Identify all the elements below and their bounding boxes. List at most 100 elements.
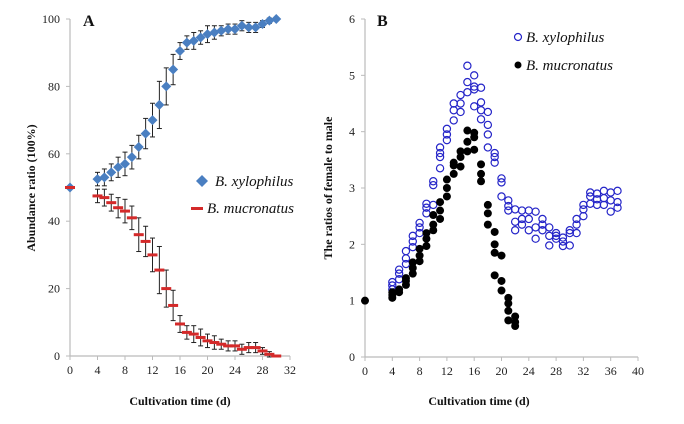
data-point-mucronatus <box>408 263 417 272</box>
data-point-xylophilus <box>510 217 520 226</box>
data-point-xylophilus <box>572 214 581 224</box>
data-point-xylophilus <box>586 192 595 201</box>
data-point-mucronatus <box>120 209 130 213</box>
panel-a-y-tick-label: 20 <box>48 282 60 296</box>
legend-open-circle-icon <box>513 32 523 42</box>
panel-b-x-tick-label: 40 <box>632 364 644 378</box>
data-point-xylophilus <box>524 206 534 215</box>
data-point-mucronatus <box>230 344 240 348</box>
data-point-xylophilus <box>394 265 404 274</box>
data-point-xylophilus <box>257 19 268 30</box>
data-point-xylophilus <box>209 27 220 38</box>
data-point-mucronatus <box>216 342 227 346</box>
data-point-mucronatus <box>504 316 513 325</box>
data-point-xylophilus <box>408 237 417 246</box>
data-point-mucronatus <box>271 354 282 358</box>
panel-b-y-tick-label: 6 <box>349 12 355 26</box>
data-point-mucronatus <box>483 209 492 218</box>
data-point-mucronatus <box>477 169 486 178</box>
data-point-xylophilus <box>133 142 144 153</box>
data-point-xylophilus <box>572 220 581 229</box>
data-point-mucronatus <box>449 169 458 178</box>
panel-b-y-tick-label: 1 <box>349 294 355 308</box>
data-point-xylophilus <box>538 226 547 235</box>
data-point-xylophilus <box>613 186 622 196</box>
data-point-xylophilus <box>463 77 472 87</box>
panel-a-x-tick-label: 8 <box>122 363 128 377</box>
data-point-xylophilus <box>250 22 261 33</box>
panel-a-x-tick-label: 28 <box>257 363 269 377</box>
legend-mucronatus-label: B. mucronatus <box>207 201 294 217</box>
panel-a-x-tick-label: 24 <box>229 363 241 377</box>
data-point-mucronatus <box>470 128 479 137</box>
data-point-xylophilus <box>558 237 568 246</box>
data-point-xylophilus <box>442 124 452 134</box>
data-point-mucronatus <box>463 126 472 135</box>
data-point-mucronatus <box>195 335 206 339</box>
panel-b-x-tick-label: 12 <box>441 364 453 378</box>
panel-b-x-tick-label: 8 <box>417 364 423 378</box>
data-point-mucronatus <box>415 244 424 253</box>
data-point-xylophilus <box>504 196 513 205</box>
data-point-mucronatus <box>511 312 520 321</box>
data-point-xylophilus <box>106 167 117 178</box>
data-point-xylophilus <box>490 158 499 167</box>
data-point-xylophilus <box>504 206 513 215</box>
legend-b-mucronatus-label: B. mucronatus <box>526 58 613 74</box>
data-point-xylophilus <box>613 203 622 212</box>
data-point-mucronatus <box>497 276 506 285</box>
data-point-xylophilus <box>435 152 445 162</box>
panel-a-y-tick-label: 60 <box>48 147 60 161</box>
data-point-xylophilus <box>202 29 213 40</box>
panel-b-y-tick-label: 3 <box>349 181 355 195</box>
data-point-mucronatus <box>490 248 499 257</box>
data-point-mucronatus <box>504 293 513 302</box>
data-point-xylophilus <box>483 120 493 130</box>
panel-a-ylabel: Abundance ratio (100%) <box>24 124 38 251</box>
data-point-xylophilus <box>415 218 424 228</box>
data-point-mucronatus <box>415 257 424 266</box>
data-point-xylophilus <box>538 214 547 224</box>
data-point-mucronatus <box>429 211 438 220</box>
panel-b-x-tick-label: 32 <box>577 364 589 378</box>
data-point-xylophilus <box>120 158 130 169</box>
data-point-mucronatus <box>175 322 185 326</box>
data-point-xylophilus <box>442 130 452 139</box>
data-point-mucronatus <box>209 341 220 345</box>
legend-xylophilus-label: B. xylophilus <box>215 174 293 190</box>
data-point-xylophilus <box>599 200 609 210</box>
panel-b-y-tick-label: 5 <box>349 68 355 82</box>
data-point-xylophilus <box>422 203 431 212</box>
data-point-xylophilus <box>449 99 458 108</box>
data-point-xylophilus <box>490 152 499 162</box>
data-point-xylophilus <box>401 246 411 256</box>
data-point-mucronatus <box>133 233 144 237</box>
data-point-xylophilus <box>456 107 465 117</box>
data-point-xylophilus <box>463 88 472 97</box>
data-point-xylophilus <box>565 241 574 250</box>
data-point-xylophilus <box>565 226 574 235</box>
data-point-mucronatus <box>181 330 192 334</box>
panel-b-legend: B. xylophilus B. mucronatus <box>513 30 613 74</box>
data-point-xylophilus <box>429 200 438 210</box>
panel-a-x-tick-label: 32 <box>284 363 296 377</box>
data-point-mucronatus <box>456 162 465 171</box>
data-point-mucronatus <box>490 227 499 236</box>
data-point-xylophilus <box>510 205 520 214</box>
data-point-xylophilus <box>538 220 547 229</box>
data-point-xylophilus <box>524 226 534 235</box>
data-point-mucronatus <box>99 196 110 200</box>
data-point-xylophilus <box>175 46 185 57</box>
panel-b-x-tick-label: 0 <box>362 364 368 378</box>
data-point-mucronatus <box>490 240 499 249</box>
data-point-xylophilus <box>216 25 227 36</box>
panel-b-x-tick-label: 28 <box>550 364 562 378</box>
panel-b-xlabel: Cultivation time (d) <box>428 394 529 408</box>
data-point-xylophilus <box>476 115 486 124</box>
data-point-xylophilus <box>243 22 254 33</box>
data-point-xylophilus <box>154 99 165 110</box>
data-point-xylophilus <box>161 81 172 92</box>
data-point-mucronatus <box>106 201 117 205</box>
data-point-xylophilus <box>558 233 568 242</box>
